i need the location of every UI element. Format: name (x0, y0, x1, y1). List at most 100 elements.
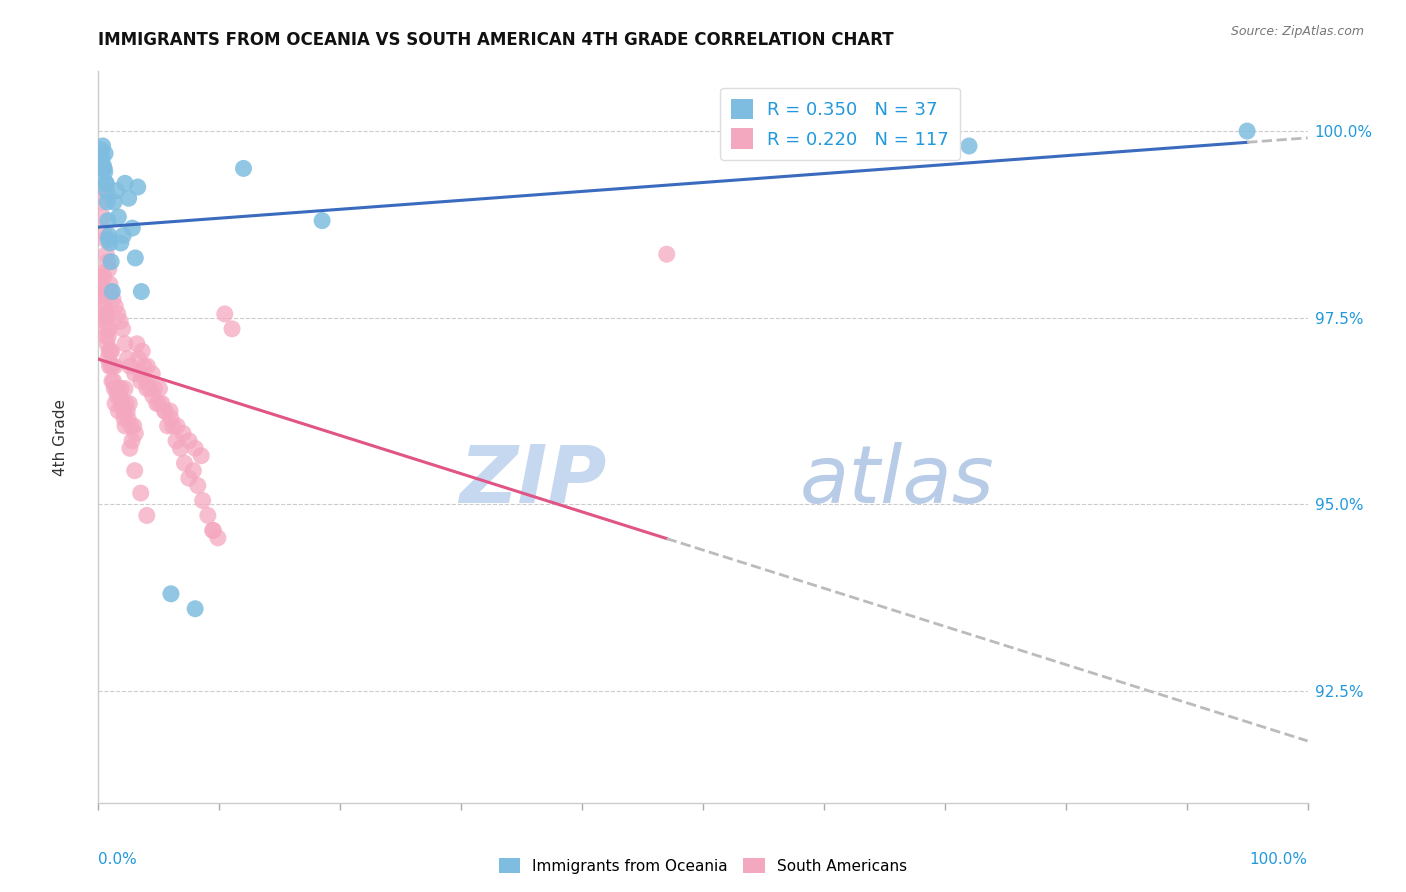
Point (97, 213, 120, 227)
Point (166, 418, 188, 433)
Point (94, 232, 117, 246)
Point (100, 254, 122, 268)
Point (97, 351, 120, 366)
Point (93, 161, 115, 176)
Point (93, 161, 115, 176)
Point (143, 382, 166, 396)
Point (93, 269, 115, 284)
Point (232, 161, 254, 176)
Point (98, 344, 121, 359)
Point (120, 418, 142, 433)
Point (311, 213, 333, 227)
Point (201, 524, 224, 538)
Point (129, 367, 152, 381)
Point (655, 247, 678, 261)
Point (96, 336, 118, 351)
Point (160, 411, 183, 425)
Point (165, 434, 187, 448)
Point (103, 374, 125, 388)
Point (142, 389, 165, 403)
Point (118, 442, 141, 456)
Legend: R = 0.350   N = 37, R = 0.220   N = 117: R = 0.350 N = 37, R = 0.220 N = 117 (720, 87, 960, 160)
Point (91, 180, 114, 194)
Point (162, 418, 184, 433)
Point (98, 228, 121, 243)
Point (173, 456, 195, 470)
Point (100, 285, 122, 299)
Point (131, 285, 153, 299)
Point (96, 254, 118, 268)
Point (124, 464, 146, 478)
Point (93, 300, 115, 314)
Point (117, 411, 139, 425)
Point (118, 191, 141, 205)
Point (131, 344, 153, 359)
Text: 4th Grade: 4th Grade (53, 399, 69, 475)
Point (172, 426, 194, 441)
Point (101, 285, 124, 299)
Point (96, 247, 118, 261)
Point (112, 228, 135, 243)
Point (118, 396, 141, 410)
Point (150, 396, 173, 410)
Point (90, 288, 112, 302)
Point (107, 307, 129, 321)
Point (121, 221, 143, 235)
Point (177, 471, 200, 485)
Point (93, 285, 115, 299)
Point (114, 177, 136, 191)
Point (110, 396, 132, 410)
Point (153, 404, 176, 418)
Point (837, 124, 859, 138)
Point (115, 404, 138, 418)
Text: 0.0%: 0.0% (98, 852, 138, 867)
Point (128, 351, 150, 366)
Point (97, 232, 120, 246)
Point (221, 322, 243, 336)
Point (135, 508, 157, 523)
Point (101, 374, 124, 388)
Point (98, 344, 121, 359)
Point (160, 587, 183, 601)
Point (121, 434, 143, 448)
Point (96, 307, 118, 321)
Point (96, 307, 118, 321)
Point (100, 359, 122, 374)
Point (91, 158, 114, 172)
Point (197, 508, 219, 523)
Point (103, 382, 125, 396)
Point (184, 601, 207, 615)
Point (98, 322, 121, 336)
Point (104, 359, 127, 374)
Point (104, 300, 127, 314)
Text: IMMIGRANTS FROM OCEANIA VS SOUTH AMERICAN 4TH GRADE CORRELATION CHART: IMMIGRANTS FROM OCEANIA VS SOUTH AMERICA… (98, 31, 894, 49)
Point (129, 374, 152, 388)
Text: atlas: atlas (800, 442, 994, 520)
Text: ZIP: ZIP (458, 442, 606, 520)
Point (94, 285, 117, 299)
Point (1236, 124, 1258, 138)
Point (202, 524, 225, 538)
Point (184, 442, 207, 456)
Point (90, 266, 112, 280)
Point (114, 418, 136, 433)
Point (139, 382, 162, 396)
Point (122, 418, 145, 433)
Point (124, 367, 146, 381)
Point (103, 194, 125, 209)
Point (112, 411, 135, 425)
Point (101, 292, 124, 306)
Point (145, 396, 167, 410)
Point (183, 464, 205, 478)
Point (107, 382, 129, 396)
Point (98, 359, 121, 374)
Point (105, 382, 128, 396)
Point (100, 344, 122, 359)
Point (110, 235, 132, 250)
Point (134, 359, 156, 374)
Point (190, 449, 212, 463)
Point (94, 300, 117, 314)
Text: 100.0%: 100.0% (1250, 852, 1308, 867)
Point (104, 396, 127, 410)
Point (89, 153, 111, 168)
